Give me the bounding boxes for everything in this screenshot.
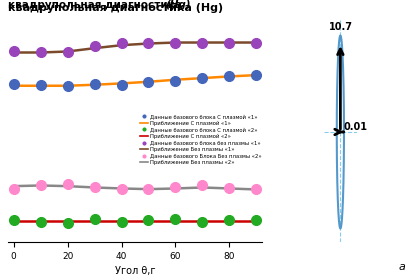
X-axis label: Угол θ,г: Угол θ,г <box>115 266 155 275</box>
Text: 0.01: 0.01 <box>344 122 368 133</box>
Text: (Hg): (Hg) <box>166 0 191 10</box>
Legend: Данные базового блока С плазмой «1», Приближение С плазмой «1», Данные базового : Данные базового блока С плазмой «1», При… <box>140 114 262 165</box>
Text: квадрупольная диагностика: квадрупольная диагностика <box>8 0 186 10</box>
Text: 10.7: 10.7 <box>329 22 353 32</box>
Text: квадрупольная диагностика (Hg): квадрупольная диагностика (Hg) <box>8 3 223 13</box>
Text: а: а <box>399 262 406 272</box>
